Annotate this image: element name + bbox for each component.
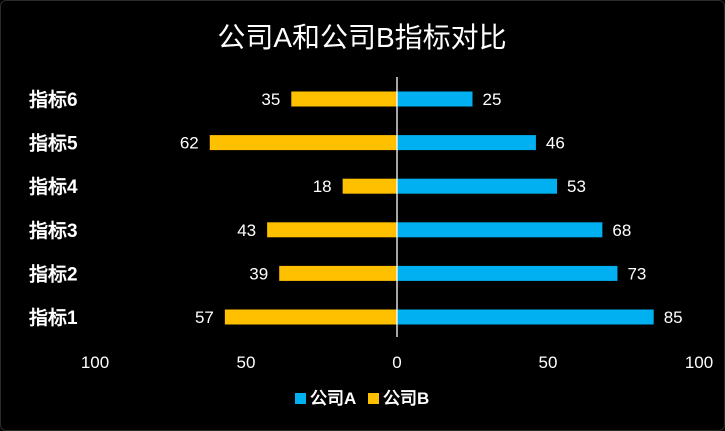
legend-label: 公司B (383, 389, 429, 408)
category-label: 指标5 (29, 133, 78, 155)
data-label: 57 (195, 308, 214, 327)
bar-公司B (267, 222, 397, 238)
data-label: 85 (664, 308, 683, 327)
chart-title: 公司A和公司B指标对比 (217, 22, 506, 53)
x-tick-label: 100 (685, 353, 713, 372)
data-label: 73 (627, 264, 646, 283)
legend-swatch (295, 393, 306, 404)
bar-公司A (397, 135, 536, 151)
bar-公司B (291, 91, 397, 107)
x-tick-label: 50 (237, 353, 256, 372)
bar-公司B (209, 135, 397, 151)
legend-label: 公司A (310, 389, 356, 408)
category-label: 指标1 (29, 307, 78, 329)
category-labels-layer: 指标1 指标2 指标3 指标4 指标5 指标6 (29, 89, 78, 329)
data-labels-layer: 85 57 73 39 68 43 53 18 46 62 25 35 (180, 90, 683, 327)
data-label: 46 (546, 134, 565, 153)
x-tick-label: 0 (392, 353, 401, 372)
data-label: 68 (612, 221, 631, 240)
category-label: 指标2 (29, 263, 78, 285)
data-label: 35 (261, 90, 280, 109)
data-label: 18 (313, 177, 332, 196)
axis-layer: 100 50 0 50 100 (81, 77, 713, 372)
bar-公司B (342, 178, 397, 194)
bar-公司A (397, 178, 558, 194)
x-tick-label: 50 (539, 353, 558, 372)
data-label: 53 (567, 177, 586, 196)
data-label: 43 (237, 221, 256, 240)
bar-公司B (224, 309, 397, 325)
data-label: 39 (249, 264, 268, 283)
category-label: 指标3 (29, 220, 78, 242)
bar-公司A (397, 265, 618, 281)
data-label: 62 (180, 134, 199, 153)
x-tick-label: 100 (81, 353, 109, 372)
bar-公司A (397, 309, 654, 325)
category-label: 指标6 (29, 89, 78, 111)
bars-layer (209, 91, 654, 325)
bar-公司A (397, 222, 603, 238)
legend-swatch (368, 393, 379, 404)
bar-公司A (397, 91, 473, 107)
data-label: 25 (483, 90, 502, 109)
bar-公司B (279, 265, 397, 281)
category-label: 指标4 (29, 176, 78, 198)
legend: 公司A 公司B (295, 389, 429, 408)
